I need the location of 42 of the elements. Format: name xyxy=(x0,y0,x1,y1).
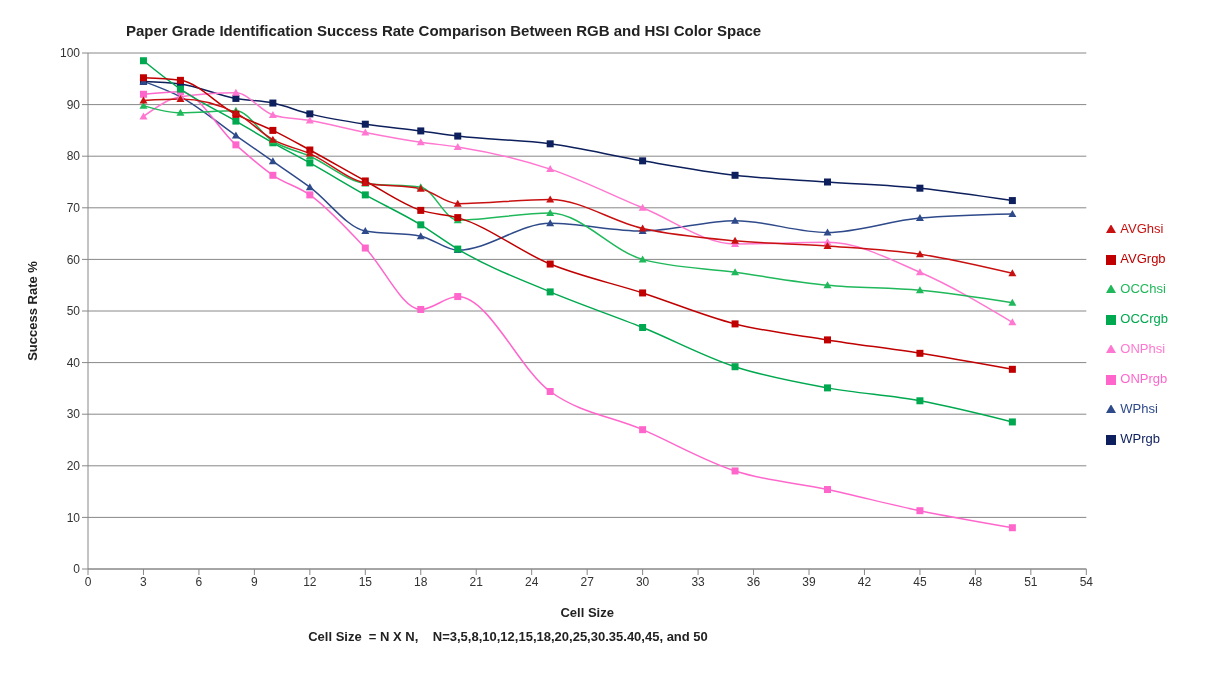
x-tick-label: 45 xyxy=(913,574,927,589)
y-tick-label: 90 xyxy=(66,97,81,112)
chart-title: Paper Grade Identification Success Rate Comparison Between RGB and HSI Color Space xyxy=(125,21,763,39)
x-axis-title: Cell Size xyxy=(560,605,614,620)
x-tick-label: 42 xyxy=(857,574,872,589)
text: Cell Size = N X N, N=3,5,8,10,12,15,18,20,25,30.35.40,45, and 50 xyxy=(307,629,709,644)
y-tick-label: 0 xyxy=(73,562,81,577)
legend-label: WPrgb xyxy=(1120,431,1161,446)
x-tick-label: 21 xyxy=(469,574,484,589)
legend-label: AVGrgb xyxy=(1120,251,1166,266)
y-tick-label: 60 xyxy=(66,252,81,267)
x-tick-label: 15 xyxy=(358,574,373,589)
x-tick-label: 12 xyxy=(303,574,317,589)
y-tick-label: 70 xyxy=(66,201,81,216)
x-tick-label: 6 xyxy=(195,574,203,589)
x-tick-label: 33 xyxy=(691,574,706,589)
x-tick-label: 39 xyxy=(802,574,816,589)
legend-label: ONPhsi xyxy=(1120,341,1166,356)
y-tick-label: 20 xyxy=(66,459,81,474)
y-tick-label: 40 xyxy=(66,355,81,370)
y-tick-label: 10 xyxy=(66,510,81,525)
x-tick-label: 24 xyxy=(525,574,539,589)
x-tick-label: 0 xyxy=(84,574,92,589)
legend-label: ONPrgb xyxy=(1120,371,1168,386)
y-tick-label: 50 xyxy=(66,304,81,319)
x-tick-label: 54 xyxy=(1079,574,1094,589)
x-tick-label: 3 xyxy=(140,574,148,589)
y-tick-label: 100 xyxy=(59,46,81,61)
x-tick-label: 30 xyxy=(635,574,650,589)
legend-label: OCCrgb xyxy=(1120,311,1168,326)
legend-label: AVGhsi xyxy=(1120,221,1164,236)
y-axis-title: Success Rate % xyxy=(24,260,40,361)
y-tick-label: 30 xyxy=(66,407,81,422)
x-tick-label: 9 xyxy=(251,574,259,589)
x-tick-label: 48 xyxy=(968,574,983,589)
x-tick-label: 18 xyxy=(414,574,428,589)
legend-label: OCChsi xyxy=(1120,281,1166,296)
legend-label: WPhsi xyxy=(1120,401,1158,416)
x-tick-label: 27 xyxy=(580,574,595,589)
x-tick-label: 36 xyxy=(746,574,761,589)
y-tick-label: 80 xyxy=(66,149,81,164)
x-tick-label: 51 xyxy=(1024,574,1038,589)
